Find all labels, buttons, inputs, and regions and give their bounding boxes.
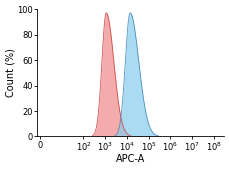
X-axis label: APC-A: APC-A	[115, 154, 145, 164]
Y-axis label: Count (%): Count (%)	[5, 48, 16, 97]
